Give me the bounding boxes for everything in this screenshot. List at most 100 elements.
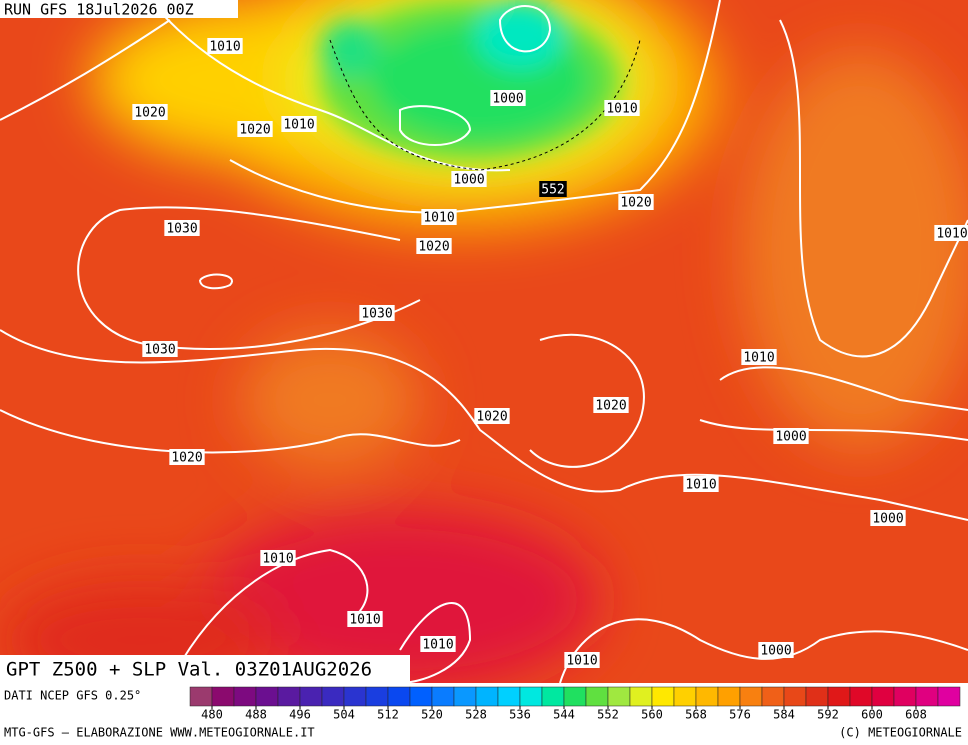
isobar-label: 1020 <box>620 196 651 211</box>
colorbar-swatch <box>695 686 719 707</box>
colorbar-tick-label: 520 <box>421 708 443 722</box>
isobar-label: 1010 <box>743 351 774 366</box>
isobar-label: 1010 <box>606 102 637 117</box>
isobar-label-box <box>237 121 273 137</box>
isobar-label-box <box>169 449 205 465</box>
isobar-label-box <box>281 116 317 132</box>
colorbar-swatch <box>431 686 455 707</box>
colorbar-tick-label: 496 <box>289 708 311 722</box>
isobar-label: 1010 <box>283 118 314 133</box>
isobar-label-box <box>347 611 383 627</box>
colorbar-tick-label: 592 <box>817 708 839 722</box>
isobar-label: 1020 <box>134 106 165 121</box>
isobar-label-box <box>420 636 456 652</box>
isobar-label-box <box>870 510 906 526</box>
isobar-label: 1030 <box>166 222 197 237</box>
isobar-label: 1010 <box>423 211 454 226</box>
colorbar-swatch <box>321 686 345 707</box>
colorbar-swatch <box>585 686 609 707</box>
isobar-label-box <box>421 209 457 225</box>
colorbar-swatch <box>189 686 213 707</box>
isobar-label: 1030 <box>144 343 175 358</box>
colorbar-tick-label: 512 <box>377 708 399 722</box>
isobar-label-box <box>539 181 567 197</box>
isobar-label: 1020 <box>418 240 449 255</box>
isobar-label: 1000 <box>453 173 484 188</box>
colorbar-tick-label: 544 <box>553 708 575 722</box>
colorbar-swatch <box>805 686 829 707</box>
isobar-label-box <box>164 220 200 236</box>
isobar-label: 1010 <box>566 654 597 669</box>
colorbar-swatch <box>519 686 543 707</box>
map-title: GPT Z500 + SLP Val. 03Z01AUG2026 <box>6 659 372 681</box>
colorbar-swatch <box>211 686 235 707</box>
colorbar-swatch <box>233 686 257 707</box>
colorbar-swatch <box>277 686 301 707</box>
colorbar-swatch <box>475 686 499 707</box>
colorbar-tick-label: 584 <box>773 708 795 722</box>
isobar-label-box <box>142 341 178 357</box>
colorbar-swatch <box>541 686 565 707</box>
isobar-label-box <box>207 38 243 54</box>
colorbar-tick-label: 536 <box>509 708 531 722</box>
colorbar-swatch <box>607 686 631 707</box>
isobar-label: 1010 <box>422 638 453 653</box>
colorbar-tick-label: 560 <box>641 708 663 722</box>
isobar-label: 552 <box>541 183 564 198</box>
run-label: RUN GFS 18Jul2026 00Z <box>4 1 194 19</box>
isobar-label-box <box>260 550 296 566</box>
colorbar-swatch <box>563 686 587 707</box>
colorbar-tick-label: 552 <box>597 708 619 722</box>
header-box <box>0 0 238 18</box>
colorbar-tick-label: 504 <box>333 708 355 722</box>
isobar-label: 1010 <box>936 227 967 242</box>
isobar-label-box <box>132 104 168 120</box>
colorbar-tick-label: 568 <box>685 708 707 722</box>
colorbar-swatch <box>849 686 873 707</box>
colorbar-tick-label: 608 <box>905 708 927 722</box>
isobar-label-box <box>618 194 654 210</box>
colorbar-swatch <box>387 686 411 707</box>
field <box>0 0 968 683</box>
isobar-label: 1020 <box>171 451 202 466</box>
isobar-label-box <box>773 428 809 444</box>
colorbar-swatch <box>497 686 521 707</box>
colorbar-tick-label: 528 <box>465 708 487 722</box>
colorbar-swatch <box>255 686 279 707</box>
colorbar-swatch <box>739 686 763 707</box>
title-box <box>0 655 410 683</box>
colorbar-tick-label: 488 <box>245 708 267 722</box>
colorbar-swatch <box>783 686 807 707</box>
isobar-label: 1030 <box>361 307 392 322</box>
colorbar-swatch <box>915 686 939 707</box>
isobar-label-box <box>934 225 968 241</box>
isobar-label: 1010 <box>685 478 716 493</box>
isobar-label: 1000 <box>775 430 806 445</box>
colorbar-swatch <box>343 686 367 707</box>
isobar-label: 1000 <box>492 92 523 107</box>
isobar-label: 1010 <box>209 40 240 55</box>
colorbar-swatch <box>629 686 653 707</box>
isobar-label-box <box>416 238 452 254</box>
colorbar-swatch <box>893 686 917 707</box>
isobar-label-box <box>683 476 719 492</box>
colorbar-swatch <box>937 686 961 707</box>
colorbar-tick-label: 576 <box>729 708 751 722</box>
footer-right: (C) METEOGIORNALE <box>839 726 962 740</box>
colorbar-swatch <box>717 686 741 707</box>
colorbar-swatch <box>453 686 477 707</box>
isobar-label-box <box>593 397 629 413</box>
colorbar-swatch <box>761 686 785 707</box>
colorbar-swatch <box>871 686 895 707</box>
colorbar-swatch <box>673 686 697 707</box>
isobar-label: 1010 <box>262 552 293 567</box>
isobar-label-box <box>474 408 510 424</box>
isobar-label: 1000 <box>760 644 791 659</box>
colorbar-swatch <box>299 686 323 707</box>
colorbar-swatch <box>827 686 851 707</box>
colorbar: 480 488 496 504 512 520 528 536 544 552 560 568 576 5… <box>189 686 961 722</box>
isobar-label: 1010 <box>349 613 380 628</box>
isobar-label-box <box>359 305 395 321</box>
